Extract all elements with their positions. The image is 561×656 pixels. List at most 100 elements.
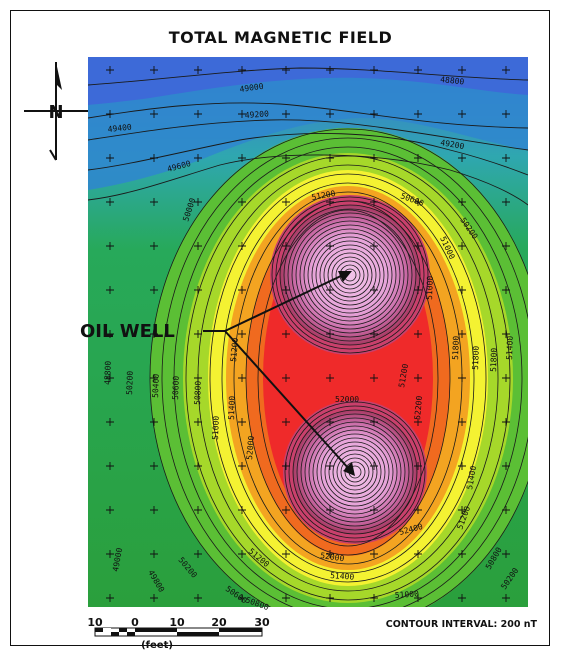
grid-cross <box>502 550 510 558</box>
contour-label: 50400 <box>151 374 161 399</box>
grid-cross <box>194 198 202 206</box>
grid-cross <box>150 286 158 294</box>
contour-line <box>288 405 422 539</box>
grid-cross <box>194 374 202 382</box>
contour-line <box>303 228 397 322</box>
grid-cross <box>326 330 334 338</box>
grid-cross <box>282 286 290 294</box>
contour-line <box>316 433 394 511</box>
grid-cross <box>458 330 466 338</box>
contour-line <box>284 401 426 543</box>
grid-cross <box>194 418 202 426</box>
grid-cross <box>326 594 334 602</box>
grid-cross <box>106 374 114 382</box>
scale-unit-label: (feet) <box>141 640 173 651</box>
scale-tick-label: 10 <box>87 616 103 629</box>
grid-cross <box>106 550 114 558</box>
grid-cross <box>502 418 510 426</box>
arrow-shaft-south <box>224 330 350 470</box>
grid-cross <box>150 242 158 250</box>
grid-cross <box>370 550 378 558</box>
grid-cross <box>458 418 466 426</box>
contour-label: 51000 <box>425 276 435 301</box>
survey-grid <box>106 66 510 602</box>
oil-well-annotation: OIL WELL <box>80 271 355 476</box>
grid-cross <box>238 198 246 206</box>
grid-cross <box>238 550 246 558</box>
contour-label: 50600 <box>171 376 181 401</box>
contour-label: 49000 <box>111 547 124 572</box>
contour-label: 51400 <box>465 465 478 490</box>
grid-cross <box>106 242 114 250</box>
grid-cross <box>106 110 114 118</box>
grid-cross <box>326 110 334 118</box>
grid-cross <box>414 110 422 118</box>
contour-label: 51400 <box>227 396 237 421</box>
grid-cross <box>458 110 466 118</box>
contour-label: 50200 <box>125 371 135 396</box>
grid-cross <box>238 66 246 74</box>
contour-line <box>323 248 377 302</box>
grid-cross <box>282 110 290 118</box>
grid-cross <box>194 594 202 602</box>
figure-frame <box>10 10 550 646</box>
grid-cross <box>282 550 290 558</box>
grid-cross <box>150 154 158 162</box>
grid-cross <box>326 286 334 294</box>
grid-cross <box>414 154 422 162</box>
grid-cross <box>282 418 290 426</box>
contour-line <box>304 421 406 523</box>
grid-cross <box>106 594 114 602</box>
grid-cross <box>326 198 334 206</box>
grid-cross <box>238 242 246 250</box>
regional-contours <box>88 67 528 206</box>
contour-line <box>344 461 366 483</box>
grid-cross <box>238 462 246 470</box>
grid-cross <box>282 330 290 338</box>
grid-cross <box>370 374 378 382</box>
contour-line <box>271 196 429 354</box>
contour-line <box>324 441 386 503</box>
grid-cross <box>458 462 466 470</box>
grid-cross <box>414 506 422 514</box>
grid-cross <box>150 418 158 426</box>
grid-cross <box>282 506 290 514</box>
grid-cross <box>458 594 466 602</box>
grid-cross <box>150 594 158 602</box>
grid-cross <box>502 198 510 206</box>
grid-cross <box>414 374 422 382</box>
contour-line <box>173 146 523 607</box>
grid-cross <box>194 110 202 118</box>
grid-cross <box>194 242 202 250</box>
contour-line <box>296 413 414 531</box>
contour-label: 48800 <box>103 361 113 386</box>
grid-cross <box>370 330 378 338</box>
contour-line <box>312 429 398 515</box>
grid-cross <box>414 462 422 470</box>
grid-cross <box>458 286 466 294</box>
grid-cross <box>458 506 466 514</box>
grid-cross <box>194 286 202 294</box>
grid-cross <box>458 374 466 382</box>
contour-line <box>279 204 421 346</box>
grid-cross <box>502 462 510 470</box>
grid-cross <box>370 198 378 206</box>
grid-cross <box>106 198 114 206</box>
contour-label: 51200 <box>397 363 410 388</box>
contour-label: 51000 <box>395 589 420 600</box>
grid-cross <box>282 374 290 382</box>
contour-line <box>308 425 402 519</box>
contour-line <box>340 457 370 487</box>
grid-cross <box>370 66 378 74</box>
grid-cross <box>106 154 114 162</box>
grid-cross <box>238 330 246 338</box>
contour-line <box>209 173 487 583</box>
contour-line <box>307 232 393 318</box>
contour-label: 49400 <box>107 123 132 134</box>
grid-cross <box>238 594 246 602</box>
grid-cross <box>458 66 466 74</box>
contour-line <box>257 209 439 547</box>
contour-line <box>315 240 385 310</box>
contour-line <box>300 417 410 527</box>
